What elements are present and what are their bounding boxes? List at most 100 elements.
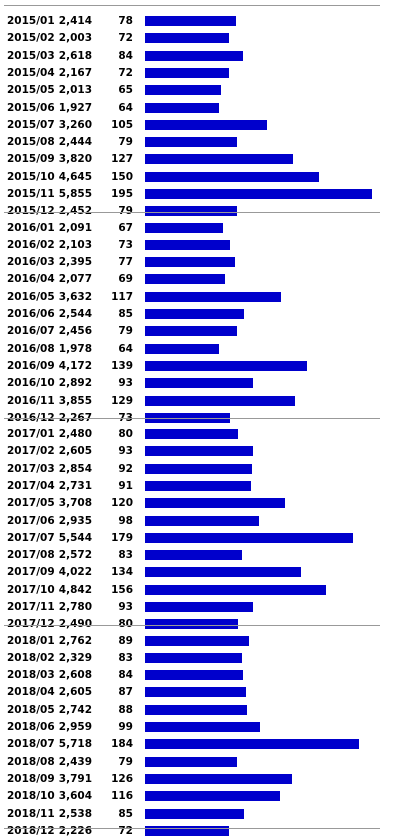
month-label: 2016/07 (7, 325, 55, 338)
table-row: 2017/04 2,731 91 (0, 478, 400, 495)
value-label: 4,022 (58, 566, 92, 579)
bar (145, 722, 260, 732)
month-label: 2018/04 (7, 686, 55, 699)
table-row: 2015/12 2,452 79 (0, 203, 400, 220)
group-divider (4, 418, 380, 419)
table-row: 2018/02 2,329 83 (0, 650, 400, 667)
table-row: 2018/09 3,791 126 (0, 771, 400, 788)
table-row: 2016/11 3,855 129 (0, 393, 400, 410)
value-label: 2,854 (58, 462, 92, 475)
bar (145, 756, 237, 767)
index-label: 88 (118, 703, 133, 716)
value-label: 3,708 (58, 497, 92, 510)
table-row: 2017/12 2,490 80 (0, 616, 400, 633)
value-label: 2,439 (58, 755, 92, 768)
group-divider (4, 5, 380, 6)
index-label: 87 (118, 686, 133, 699)
index-label: 85 (118, 807, 133, 820)
value-label: 5,544 (58, 531, 92, 544)
month-label: 2017/01 (7, 428, 55, 440)
bar (145, 154, 293, 165)
index-label: 64 (118, 101, 133, 114)
value-label: 2,395 (58, 256, 92, 269)
bar (145, 619, 238, 630)
table-row: 2016/03 2,395 77 (0, 254, 400, 271)
index-label: 79 (118, 325, 133, 338)
bar (145, 652, 242, 663)
value-label: 2,480 (58, 428, 92, 440)
value-label: 2,605 (58, 445, 92, 458)
table-row: 2015/04 2,167 72 (0, 65, 400, 82)
bar (145, 687, 246, 698)
month-label: 2018/05 (7, 703, 55, 716)
table-row: 2017/01 2,480 80 (0, 426, 400, 443)
index-label: 77 (118, 256, 133, 269)
value-label: 2,329 (58, 651, 92, 664)
month-label: 2018/07 (7, 738, 55, 751)
table-row: 2016/05 3,632 117 (0, 289, 400, 306)
index-label: 98 (118, 514, 133, 527)
month-label: 2017/05 (7, 497, 55, 510)
table-row: 2015/03 2,618 84 (0, 48, 400, 65)
table-row: 2017/05 3,708 120 (0, 495, 400, 512)
month-label: 2018/01 (7, 634, 55, 647)
value-label: 2,780 (58, 601, 92, 613)
value-label: 2,013 (58, 84, 92, 97)
table-row: 2018/11 2,538 85 (0, 806, 400, 823)
index-label: 139 (111, 359, 133, 372)
index-label: 116 (111, 790, 133, 803)
table-row: 2016/06 2,544 85 (0, 306, 400, 323)
value-label: 1,927 (58, 101, 92, 114)
bar (145, 567, 301, 578)
month-label: 2016/03 (7, 256, 55, 269)
value-label: 2,742 (58, 703, 92, 716)
index-label: 92 (118, 462, 133, 475)
table-row: 2015/09 3,820 127 (0, 151, 400, 168)
bar (145, 360, 307, 371)
month-label: 2015/05 (7, 84, 55, 97)
value-label: 2,892 (58, 377, 92, 390)
table-row: 2015/02 2,003 72 (0, 30, 400, 47)
value-label: 2,731 (58, 479, 92, 492)
month-label: 2018/12 (7, 824, 55, 837)
index-label: 134 (111, 566, 133, 579)
index-label: 67 (118, 221, 133, 234)
value-label: 2,091 (58, 221, 92, 234)
value-label: 2,490 (58, 618, 92, 631)
month-label: 2017/06 (7, 514, 55, 527)
month-label: 2015/07 (7, 118, 55, 131)
table-row: 2016/04 2,077 69 (0, 271, 400, 288)
table-row: 2018/05 2,742 88 (0, 702, 400, 719)
bar (145, 189, 372, 199)
value-label: 3,791 (58, 772, 92, 785)
value-label: 2,572 (58, 549, 92, 562)
index-label: 84 (118, 669, 133, 682)
index-label: 184 (111, 738, 133, 751)
index-label: 129 (111, 394, 133, 407)
bar (145, 206, 237, 217)
index-label: 93 (118, 445, 133, 458)
index-label: 72 (118, 66, 133, 79)
table-row: 2015/08 2,444 79 (0, 134, 400, 151)
table-row: 2017/06 2,935 98 (0, 513, 400, 530)
bar (145, 85, 221, 96)
value-label: 2,003 (58, 32, 92, 45)
bar (145, 309, 244, 319)
index-label: 99 (118, 721, 133, 733)
month-label: 2018/02 (7, 651, 55, 664)
table-row: 2015/10 4,645 150 (0, 169, 400, 186)
bar (145, 222, 223, 233)
index-label: 156 (111, 583, 133, 596)
value-label: 4,842 (58, 583, 92, 596)
month-label: 2016/01 (7, 221, 55, 234)
value-label: 2,456 (58, 325, 92, 338)
bar (145, 584, 326, 595)
value-label: 2,618 (58, 49, 92, 62)
table-row: 2016/09 4,172 139 (0, 358, 400, 375)
month-label: 2017/09 (7, 566, 55, 579)
index-label: 73 (118, 238, 133, 251)
table-row: 2018/03 2,608 84 (0, 667, 400, 684)
index-label: 93 (118, 377, 133, 390)
index-label: 84 (118, 49, 133, 62)
